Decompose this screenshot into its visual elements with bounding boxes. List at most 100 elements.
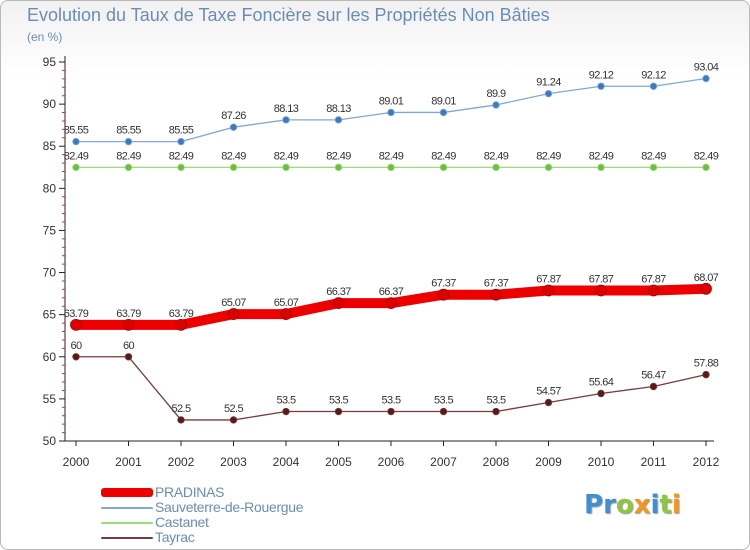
- x-tick-label: 2009: [535, 455, 562, 469]
- data-label-pradinas: 67.87: [641, 273, 666, 285]
- logo-letter: o: [615, 490, 634, 520]
- data-point-pradinas: [70, 318, 82, 331]
- data-label-castanet: 82.49: [641, 150, 666, 162]
- data-label-sauveterre-de-rouergue: 85.55: [64, 125, 89, 137]
- data-label-tayrac: 56.47: [641, 370, 666, 382]
- legend-label: Tayrac: [155, 529, 195, 545]
- data-label-pradinas: 67.37: [484, 278, 509, 290]
- data-label-tayrac: 57.88: [694, 358, 719, 370]
- data-point-pradinas: [280, 308, 292, 320]
- x-tick-label: 2000: [63, 455, 90, 469]
- data-point-castanet: [492, 163, 500, 172]
- data-label-castanet: 82.49: [694, 150, 719, 162]
- data-label-castanet: 82.49: [169, 150, 194, 162]
- data-point-pradinas: [700, 282, 712, 295]
- data-label-castanet: 82.49: [484, 150, 509, 162]
- data-point-sauveterre-de-rouergue: [387, 108, 395, 117]
- proxiti-logo: Proxiti: [584, 490, 681, 520]
- data-label-castanet: 82.49: [589, 150, 614, 162]
- data-label-tayrac: 60: [123, 340, 135, 352]
- data-label-castanet: 82.49: [116, 150, 141, 162]
- data-point-castanet: [439, 163, 448, 172]
- data-label-pradinas: 63.79: [169, 308, 194, 320]
- data-point-pradinas: [490, 288, 502, 301]
- data-label-sauveterre-de-rouergue: 89.01: [431, 95, 456, 107]
- data-point-tayrac: [439, 407, 448, 416]
- data-point-tayrac: [124, 353, 133, 361]
- y-tick-label: 85: [43, 139, 57, 153]
- legend-swatch: [101, 537, 153, 539]
- data-label-pradinas: 67.37: [431, 278, 456, 290]
- y-tick-label: 60: [43, 350, 57, 364]
- legend-swatch: [101, 507, 153, 509]
- data-point-sauveterre-de-rouergue: [72, 137, 80, 146]
- data-point-tayrac: [649, 382, 658, 391]
- data-label-pradinas: 63.79: [116, 308, 141, 320]
- data-label-sauveterre-de-rouergue: 91.24: [536, 77, 561, 89]
- data-point-castanet: [72, 163, 80, 172]
- data-point-sauveterre-de-rouergue: [177, 137, 185, 146]
- data-label-tayrac: 55.64: [589, 376, 614, 388]
- logo-letter: t: [659, 490, 672, 520]
- x-tick-label: 2005: [325, 455, 352, 469]
- data-label-sauveterre-de-rouergue: 92.12: [589, 69, 614, 81]
- data-point-pradinas: [385, 297, 397, 310]
- y-tick-label: 55: [43, 392, 57, 406]
- data-label-castanet: 82.49: [274, 150, 299, 162]
- data-point-castanet: [282, 163, 290, 172]
- data-point-tayrac: [229, 416, 238, 424]
- data-label-tayrac: 54.57: [536, 386, 561, 398]
- data-point-tayrac: [544, 398, 553, 407]
- data-label-sauveterre-de-rouergue: 85.55: [169, 125, 194, 137]
- data-point-tayrac: [177, 416, 185, 424]
- x-tick-label: 2010: [588, 455, 615, 469]
- data-label-castanet: 82.49: [536, 150, 561, 162]
- data-point-castanet: [702, 163, 710, 172]
- data-point-tayrac: [282, 407, 290, 416]
- legend-swatch: [101, 522, 153, 524]
- data-point-castanet: [387, 163, 395, 172]
- data-point-sauveterre-de-rouergue: [597, 82, 605, 90]
- x-tick-label: 2003: [220, 455, 247, 469]
- data-point-tayrac: [702, 370, 710, 379]
- data-point-sauveterre-de-rouergue: [544, 89, 553, 98]
- data-label-pradinas: 63.79: [64, 308, 89, 320]
- x-tick-label: 2012: [693, 455, 720, 469]
- data-label-pradinas: 67.87: [536, 273, 561, 285]
- data-point-sauveterre-de-rouergue: [492, 101, 500, 109]
- y-tick-label: 80: [43, 181, 57, 195]
- data-label-tayrac: 53.5: [276, 395, 295, 407]
- legend-label: Castanet: [155, 514, 209, 530]
- data-point-castanet: [649, 163, 658, 172]
- y-axis-unit: (en %): [27, 30, 63, 44]
- data-point-sauveterre-de-rouergue: [702, 74, 710, 83]
- logo-letter: r: [603, 490, 616, 520]
- data-point-castanet: [334, 163, 343, 172]
- data-label-castanet: 82.49: [379, 150, 404, 162]
- y-tick-label: 65: [43, 308, 57, 322]
- data-label-tayrac: 53.5: [329, 395, 348, 407]
- legend-swatch: [101, 488, 153, 497]
- data-label-pradinas: 68.07: [694, 272, 719, 284]
- legend-label: Sauveterre-de-Rouergue: [155, 499, 304, 515]
- y-tick-label: 70: [43, 266, 57, 280]
- x-tick-label: 2002: [168, 455, 195, 469]
- data-point-pradinas: [175, 318, 187, 331]
- x-tick-label: 2006: [378, 455, 405, 469]
- data-point-tayrac: [492, 407, 500, 416]
- data-label-sauveterre-de-rouergue: 93.04: [694, 62, 719, 74]
- data-label-pradinas: 66.37: [379, 286, 404, 298]
- data-label-sauveterre-de-rouergue: 87.26: [221, 110, 246, 122]
- data-point-castanet: [177, 163, 185, 172]
- data-label-castanet: 82.49: [431, 150, 456, 162]
- y-tick-label: 75: [43, 223, 57, 237]
- data-label-tayrac: 52.5: [171, 403, 190, 415]
- data-point-sauveterre-de-rouergue: [229, 123, 238, 131]
- data-label-castanet: 82.49: [326, 150, 351, 162]
- data-point-pradinas: [647, 284, 660, 297]
- y-tick-label: 95: [43, 55, 57, 69]
- data-label-tayrac: 53.5: [486, 395, 505, 407]
- data-point-castanet: [124, 163, 133, 172]
